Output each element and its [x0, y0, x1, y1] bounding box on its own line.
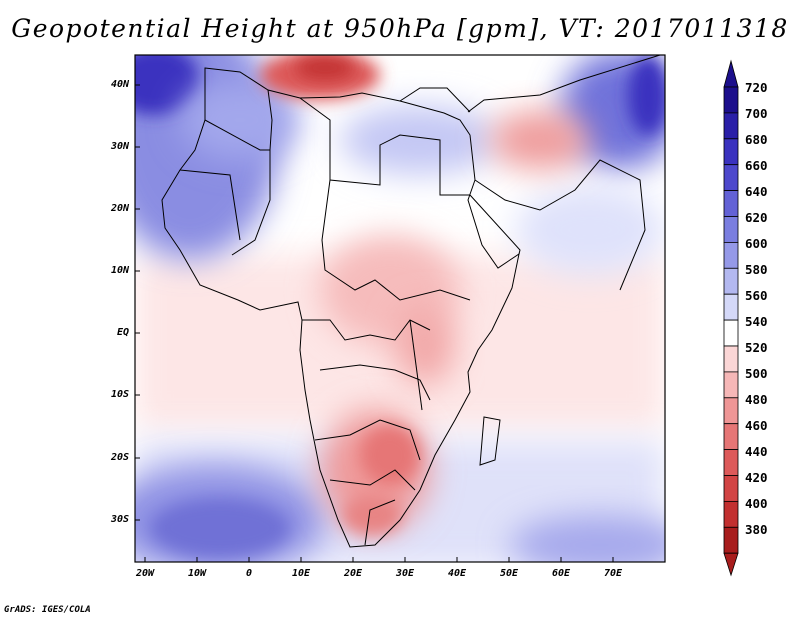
colorbar-label-680: 680 — [745, 132, 768, 147]
colorbar-label-640: 640 — [745, 184, 768, 199]
lon-label-10w: 10W — [187, 568, 207, 579]
colorbar-label-480: 480 — [745, 392, 768, 407]
colorbar-swatch — [723, 449, 739, 476]
colorbar-label-440: 440 — [745, 444, 768, 459]
colorbar-label-600: 600 — [745, 236, 768, 251]
grads-credit: GrADS: IGES/COLA — [4, 605, 91, 615]
colorbar-bottom-arrow — [723, 552, 739, 577]
colorbar-label-580: 580 — [745, 262, 768, 277]
lat-label-10n: 10N — [110, 265, 129, 276]
lat-label-30s: 30S — [110, 514, 129, 525]
colorbar-swatch — [723, 345, 739, 373]
colorbar-label-460: 460 — [745, 418, 768, 433]
colorbar-swatch — [723, 267, 739, 295]
lon-label-20e: 20E — [343, 568, 363, 579]
colorbar-swatch — [723, 500, 739, 528]
colorbar-swatch — [723, 164, 739, 191]
lat-label-20n: 20N — [110, 203, 129, 214]
colorbar-top-arrow — [723, 59, 739, 88]
colorbar-swatch — [723, 526, 739, 554]
colorbar-label-660: 660 — [745, 158, 768, 173]
lon-label-70e: 70E — [603, 568, 623, 579]
tick-marks — [135, 84, 614, 562]
colorbar-swatch — [723, 397, 739, 425]
colorbar-swatch — [723, 241, 739, 269]
colorbar-swatch — [723, 138, 739, 166]
map-frame-border — [134, 54, 666, 563]
colorbar-swatch — [723, 190, 739, 217]
colorbar-label-540: 540 — [745, 314, 768, 329]
colorbar-label-560: 560 — [745, 288, 768, 303]
colorbar-swatch — [723, 216, 739, 243]
height-field — [135, 55, 665, 562]
lon-label-50e: 50E — [499, 568, 519, 579]
lon-label-40e: 40E — [447, 568, 467, 579]
colorbar-swatch — [723, 319, 739, 347]
lat-label-eq: EQ — [116, 327, 129, 338]
colorbar-swatch — [723, 423, 739, 451]
colorbar — [723, 59, 739, 577]
colorbar-label-520: 520 — [745, 340, 768, 355]
lat-label-40n: 40N — [110, 79, 129, 90]
colorbar-label-400: 400 — [745, 496, 768, 511]
coastlines — [161, 55, 661, 548]
colorbar-swatch — [723, 371, 739, 399]
lon-label-0: 0 — [245, 568, 253, 579]
lon-label-60e: 60E — [551, 568, 571, 579]
colorbar-label-620: 620 — [745, 210, 768, 225]
colorbar-swatch — [723, 475, 739, 502]
lat-label-20s: 20S — [110, 452, 129, 463]
colorbar-label-720: 720 — [745, 80, 768, 95]
colorbar-label-500: 500 — [745, 366, 768, 381]
colorbar-swatch — [723, 293, 739, 321]
map-title: Geopotential Height at 950hPa [gpm], VT:… — [11, 14, 789, 43]
lon-label-10e: 10E — [291, 568, 311, 579]
colorbar-label-380: 380 — [745, 522, 768, 537]
colorbar-label-420: 420 — [745, 470, 768, 485]
colorbar-swatch — [723, 112, 739, 140]
lat-label-30n: 30N — [110, 141, 129, 152]
lat-label-10s: 10S — [110, 389, 129, 400]
lon-label-30e: 30E — [395, 568, 415, 579]
colorbar-label-700: 700 — [745, 106, 768, 121]
colorbar-swatch — [723, 86, 739, 114]
lon-label-20w: 20W — [135, 568, 155, 579]
